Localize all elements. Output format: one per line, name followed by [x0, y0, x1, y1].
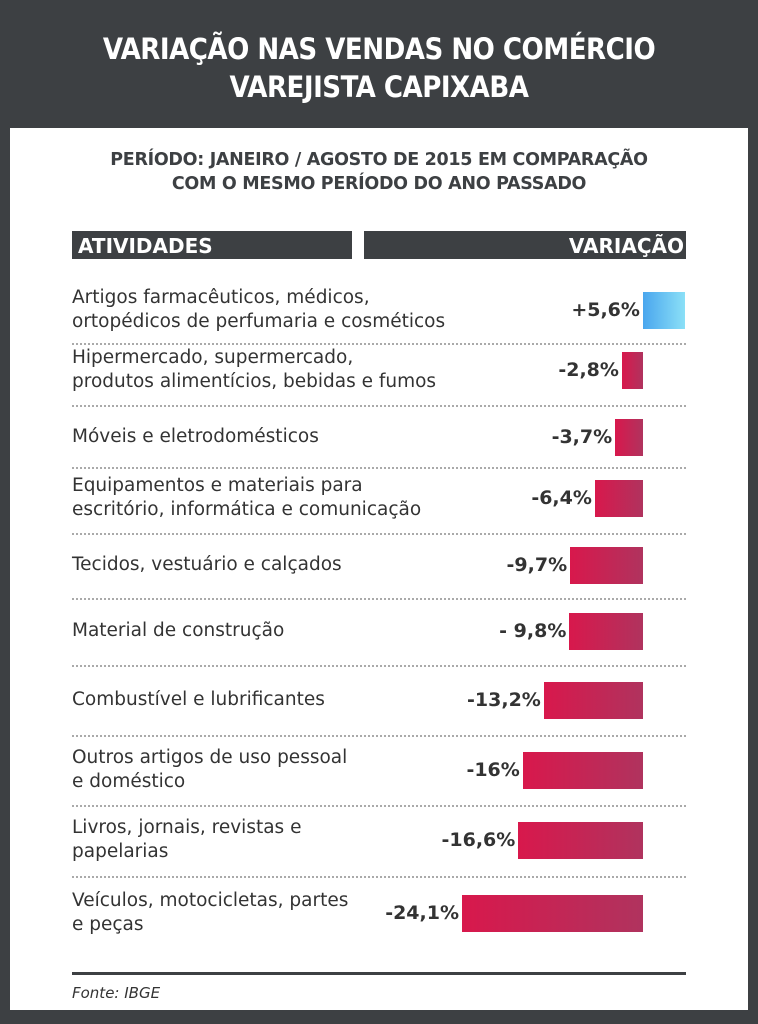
- value-label: -13,2%: [467, 689, 541, 711]
- value-label: -2,8%: [558, 359, 619, 381]
- row-separator: [72, 467, 686, 469]
- category-label: Outros artigos de uso pessoal e doméstic…: [72, 747, 348, 792]
- footer-rule: [72, 972, 686, 975]
- value-label: -6,4%: [531, 487, 592, 509]
- value-label: -9,7%: [506, 554, 568, 576]
- category-label: Veículos, motocicletas, partes e peças: [72, 890, 349, 935]
- row-separator: [72, 533, 686, 535]
- row-separator: [72, 665, 686, 667]
- category-label: Hipermercado, supermercado, produtos ali…: [72, 347, 437, 392]
- bar: [570, 546, 643, 584]
- value-label: - 9,8%: [499, 620, 567, 642]
- bar: [462, 894, 643, 932]
- row-separator: [72, 343, 686, 345]
- source: Fonte: IBGE: [72, 984, 161, 1002]
- bar: [594, 479, 643, 517]
- bar: [615, 418, 643, 456]
- bar: [621, 351, 643, 389]
- value-label: -24,1%: [385, 902, 459, 924]
- category-label: Artigos farmacêuticos, médicos, ortopédi…: [72, 287, 446, 332]
- value-label: -16,6%: [441, 829, 516, 851]
- category-label: Móveis e eletrodomésticos: [72, 426, 319, 447]
- bar: [522, 751, 643, 789]
- value-label: -16%: [466, 759, 520, 781]
- bar: [642, 291, 685, 329]
- bar: [569, 612, 643, 650]
- category-label: Material de construção: [72, 620, 285, 641]
- category-label: Equipamentos e materiais para escritório…: [72, 475, 422, 520]
- row-separator: [72, 735, 686, 737]
- category-label: Tecidos, vestuário e calçados: [72, 554, 342, 575]
- row-separator: [72, 805, 686, 807]
- value-label: -3,7%: [551, 426, 613, 448]
- row-separator: [72, 876, 686, 878]
- category-label: Combustível e lubrificantes: [72, 689, 325, 710]
- column-header: ATIVIDADES: [72, 231, 352, 259]
- row-separator: [72, 405, 686, 407]
- chart-subtitle: PERÍODO: JANEIRO / AGOSTO DE 2015 EM COM…: [110, 150, 648, 194]
- chart-title: VARIAÇÃO NAS VENDAS NO COMÉRCIO VAREJIST…: [102, 32, 656, 104]
- value-label: +5,6%: [571, 299, 640, 321]
- bar: [518, 821, 643, 859]
- column-header: VARIAÇÃO: [364, 231, 686, 259]
- category-label: Livros, jornais, revistas e papelarias: [72, 817, 302, 862]
- row-separator: [72, 598, 686, 600]
- bar: [543, 681, 643, 719]
